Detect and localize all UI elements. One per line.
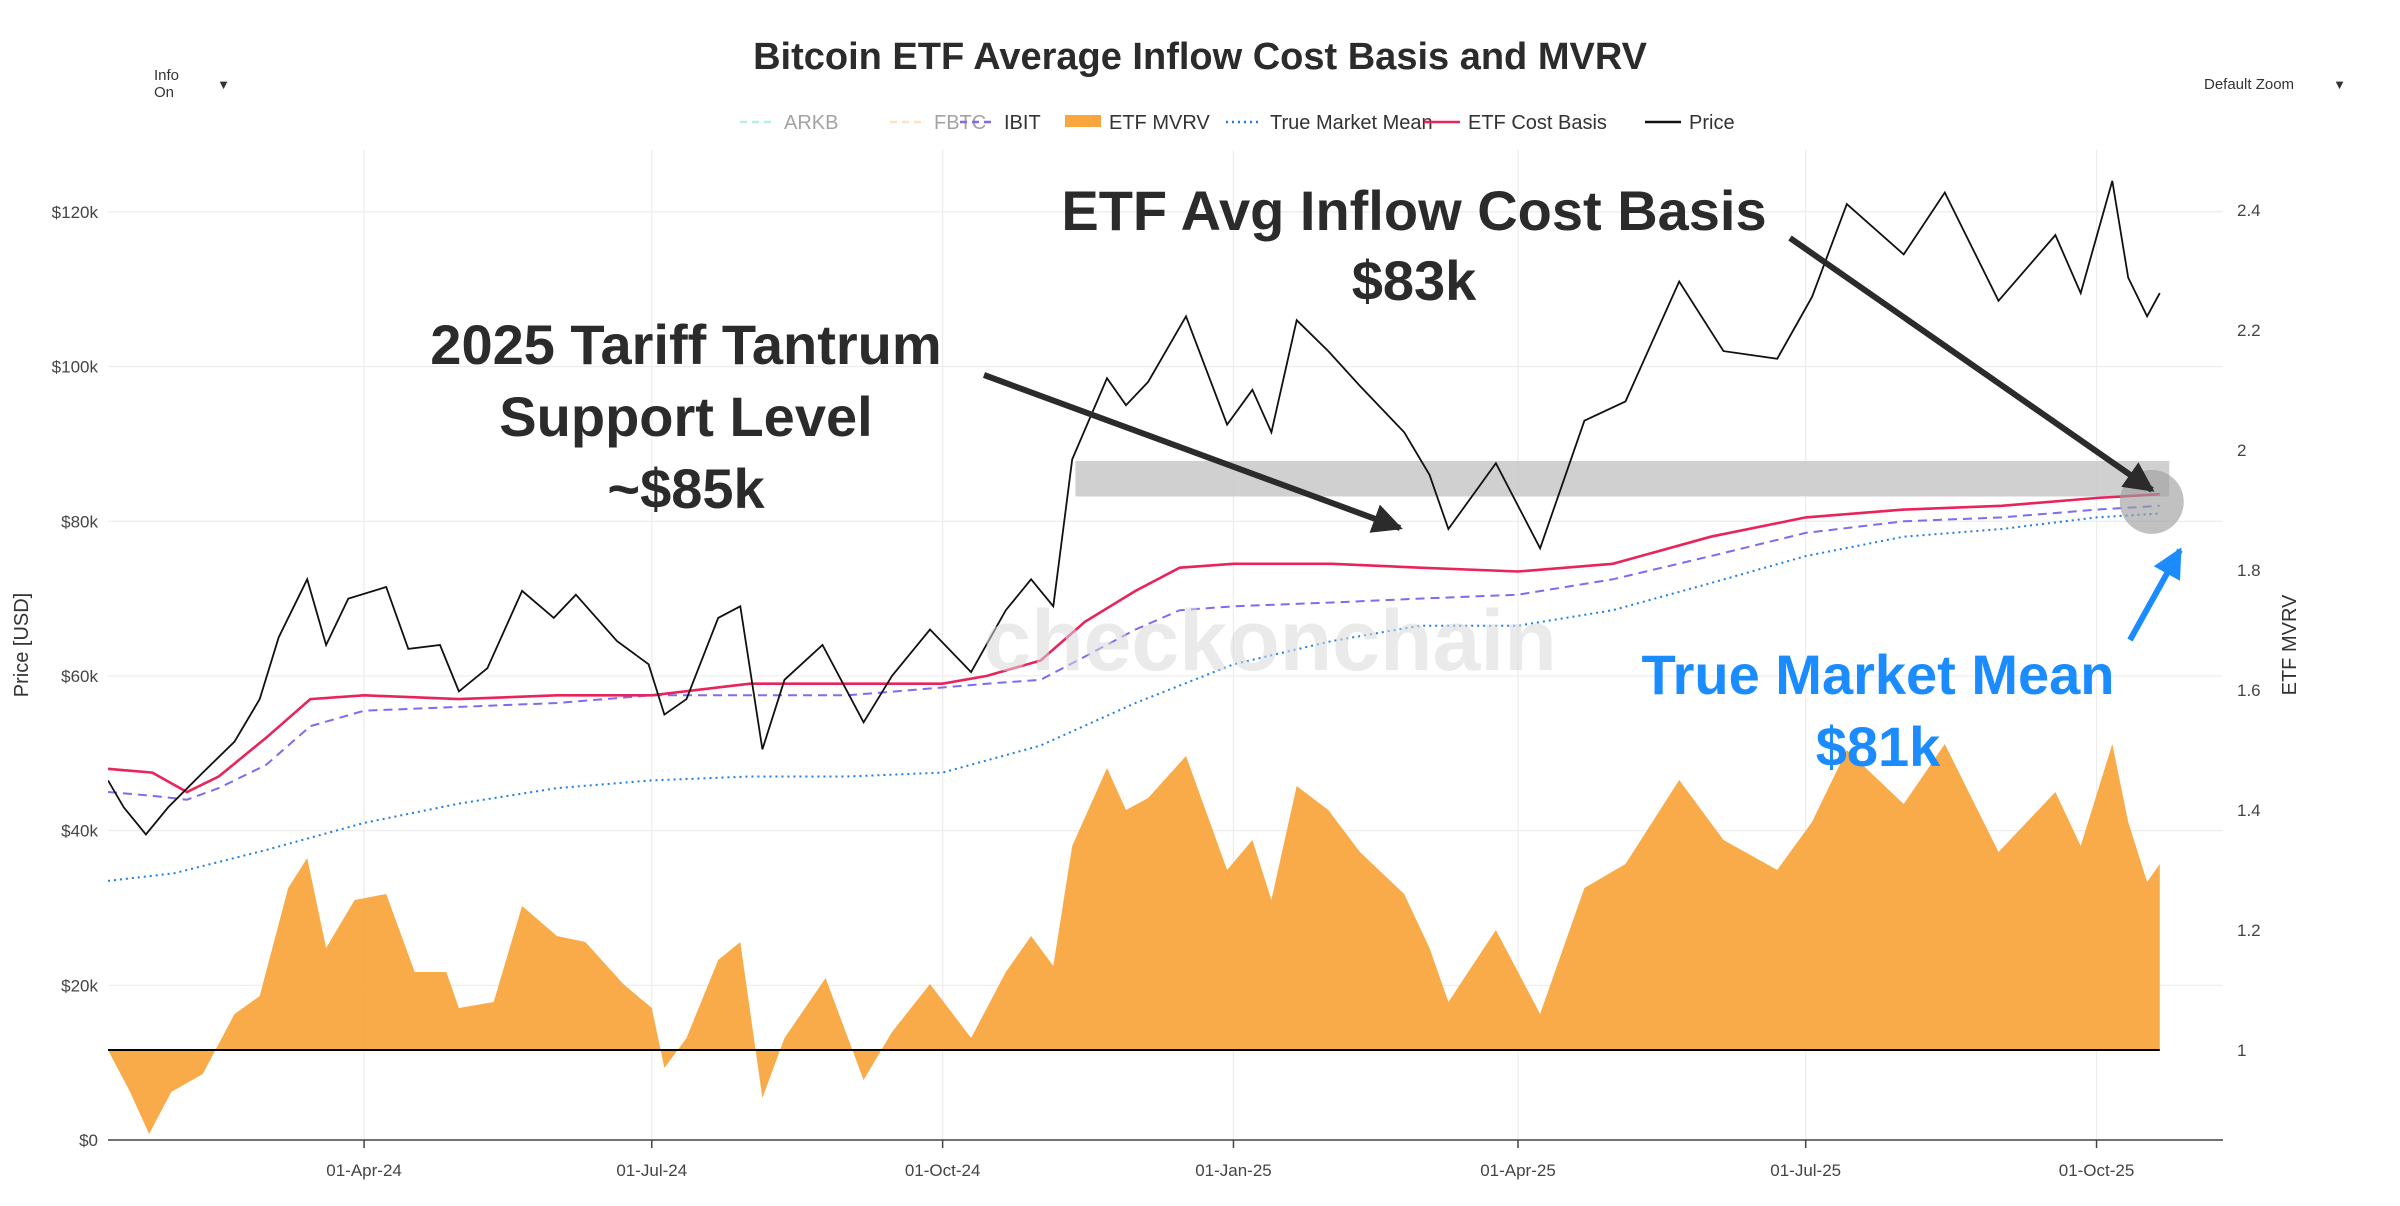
annotation-cost-basis-value: $83k — [1352, 249, 1477, 312]
legend-label: True Market Mean — [1270, 112, 1433, 134]
plot-area — [108, 180, 2184, 1134]
legend-label: ETF MVRV — [1109, 112, 1210, 134]
price-line — [108, 180, 2161, 836]
legend-item[interactable]: Price — [1645, 112, 1735, 134]
info-toggle-label: Info On — [154, 67, 180, 101]
legend-item[interactable]: ETF MVRV — [1065, 112, 1210, 134]
annotation-tmm-value: $81k — [1816, 715, 1941, 778]
y2-tick-label: 1 — [2237, 1041, 2246, 1060]
arrow-cost-basis — [1788, 235, 2155, 493]
arrow-tariff-support — [982, 372, 1403, 533]
x-tick-label: 01-Jul-25 — [1770, 1161, 1841, 1180]
y2-tick-label: 1.2 — [2237, 921, 2261, 940]
chevron-down-icon: ▼ — [217, 76, 230, 92]
chart-title: Bitcoin ETF Average Inflow Cost Basis an… — [753, 36, 1647, 78]
x-tick-label: 01-Oct-24 — [905, 1161, 981, 1180]
info-toggle-dropdown[interactable]: Info On ▼ — [140, 64, 244, 104]
legend-item[interactable]: True Market Mean — [1226, 112, 1433, 134]
annotation-tariff-value: ~$85k — [607, 457, 765, 520]
legend-item[interactable]: FBTC — [890, 112, 986, 134]
y2-axis: 1 1.2 1.4 1.6 1.8 2 2.2 2.4 — [2237, 201, 2261, 1060]
y2-tick-label: 2.2 — [2237, 321, 2261, 340]
legend-label: ARKB — [784, 112, 838, 134]
y-tick-label: $80k — [61, 512, 98, 531]
y-tick-label: $100k — [52, 358, 99, 377]
y2-tick-label: 2.4 — [2237, 201, 2261, 220]
chevron-down-icon: ▼ — [2333, 76, 2346, 92]
y-tick-label: $20k — [61, 976, 98, 995]
cost-basis-highlight-circle — [2119, 469, 2184, 534]
legend-swatch — [1065, 115, 1101, 127]
y-tick-label: $0 — [79, 1131, 98, 1150]
legend-item[interactable]: IBIT — [960, 112, 1041, 134]
etf-mvrv-area — [108, 744, 2160, 1134]
y2-tick-label: 1.6 — [2237, 681, 2261, 700]
x-tick-label: 01-Jan-25 — [1195, 1161, 1272, 1180]
y2-tick-label: 1.8 — [2237, 561, 2261, 580]
legend-item[interactable]: ARKB — [740, 112, 838, 134]
ibit-line — [108, 504, 2160, 801]
x-tick-label: 01-Jul-24 — [616, 1161, 687, 1180]
zoom-label: Default Zoom — [2204, 75, 2295, 93]
y-tick-label: $40k — [61, 822, 98, 841]
x-tick-label: 01-Oct-25 — [2059, 1161, 2135, 1180]
y2-tick-label: 2 — [2237, 441, 2246, 460]
annotation-tariff-title: 2025 Tariff Tantrum — [430, 313, 941, 376]
etf-cost-basis-line — [108, 492, 2160, 794]
annotation-tmm-title: True Market Mean — [1641, 643, 2114, 706]
annotation-cost-basis-title: ETF Avg Inflow Cost Basis — [1061, 179, 1766, 242]
legend-label: Price — [1689, 112, 1735, 134]
y2-axis-title: ETF MVRV — [2279, 594, 2301, 695]
x-axis: 01-Apr-24 01-Jul-24 01-Oct-24 01-Jan-25 01-A… — [326, 1140, 2134, 1180]
arrow-true-market-mean — [2127, 547, 2183, 642]
y-tick-label: $60k — [61, 667, 98, 686]
legend-label: ETF Cost Basis — [1468, 112, 1607, 134]
true-market-mean-line — [108, 512, 2160, 882]
legend-label: IBIT — [1004, 112, 1041, 134]
x-tick-label: 01-Apr-24 — [326, 1161, 402, 1180]
legend-item[interactable]: ETF Cost Basis — [1424, 112, 1607, 134]
y-axis-title: Price [USD] — [11, 593, 33, 697]
x-tick-label: 01-Apr-25 — [1480, 1161, 1556, 1180]
y-axis: $0 $20k $40k $60k $80k $100k $120k — [52, 203, 99, 1150]
zoom-dropdown[interactable]: Default Zoom ▼ — [2190, 64, 2360, 104]
y-tick-label: $120k — [52, 203, 99, 222]
watermark: checkonchain — [983, 593, 1557, 689]
annotation-tariff-subtitle: Support Level — [499, 385, 872, 448]
y2-tick-label: 1.4 — [2237, 801, 2261, 820]
legend: ARKB FBTC IBIT ETF MVRV True Market Mean ETF … — [740, 112, 1735, 134]
